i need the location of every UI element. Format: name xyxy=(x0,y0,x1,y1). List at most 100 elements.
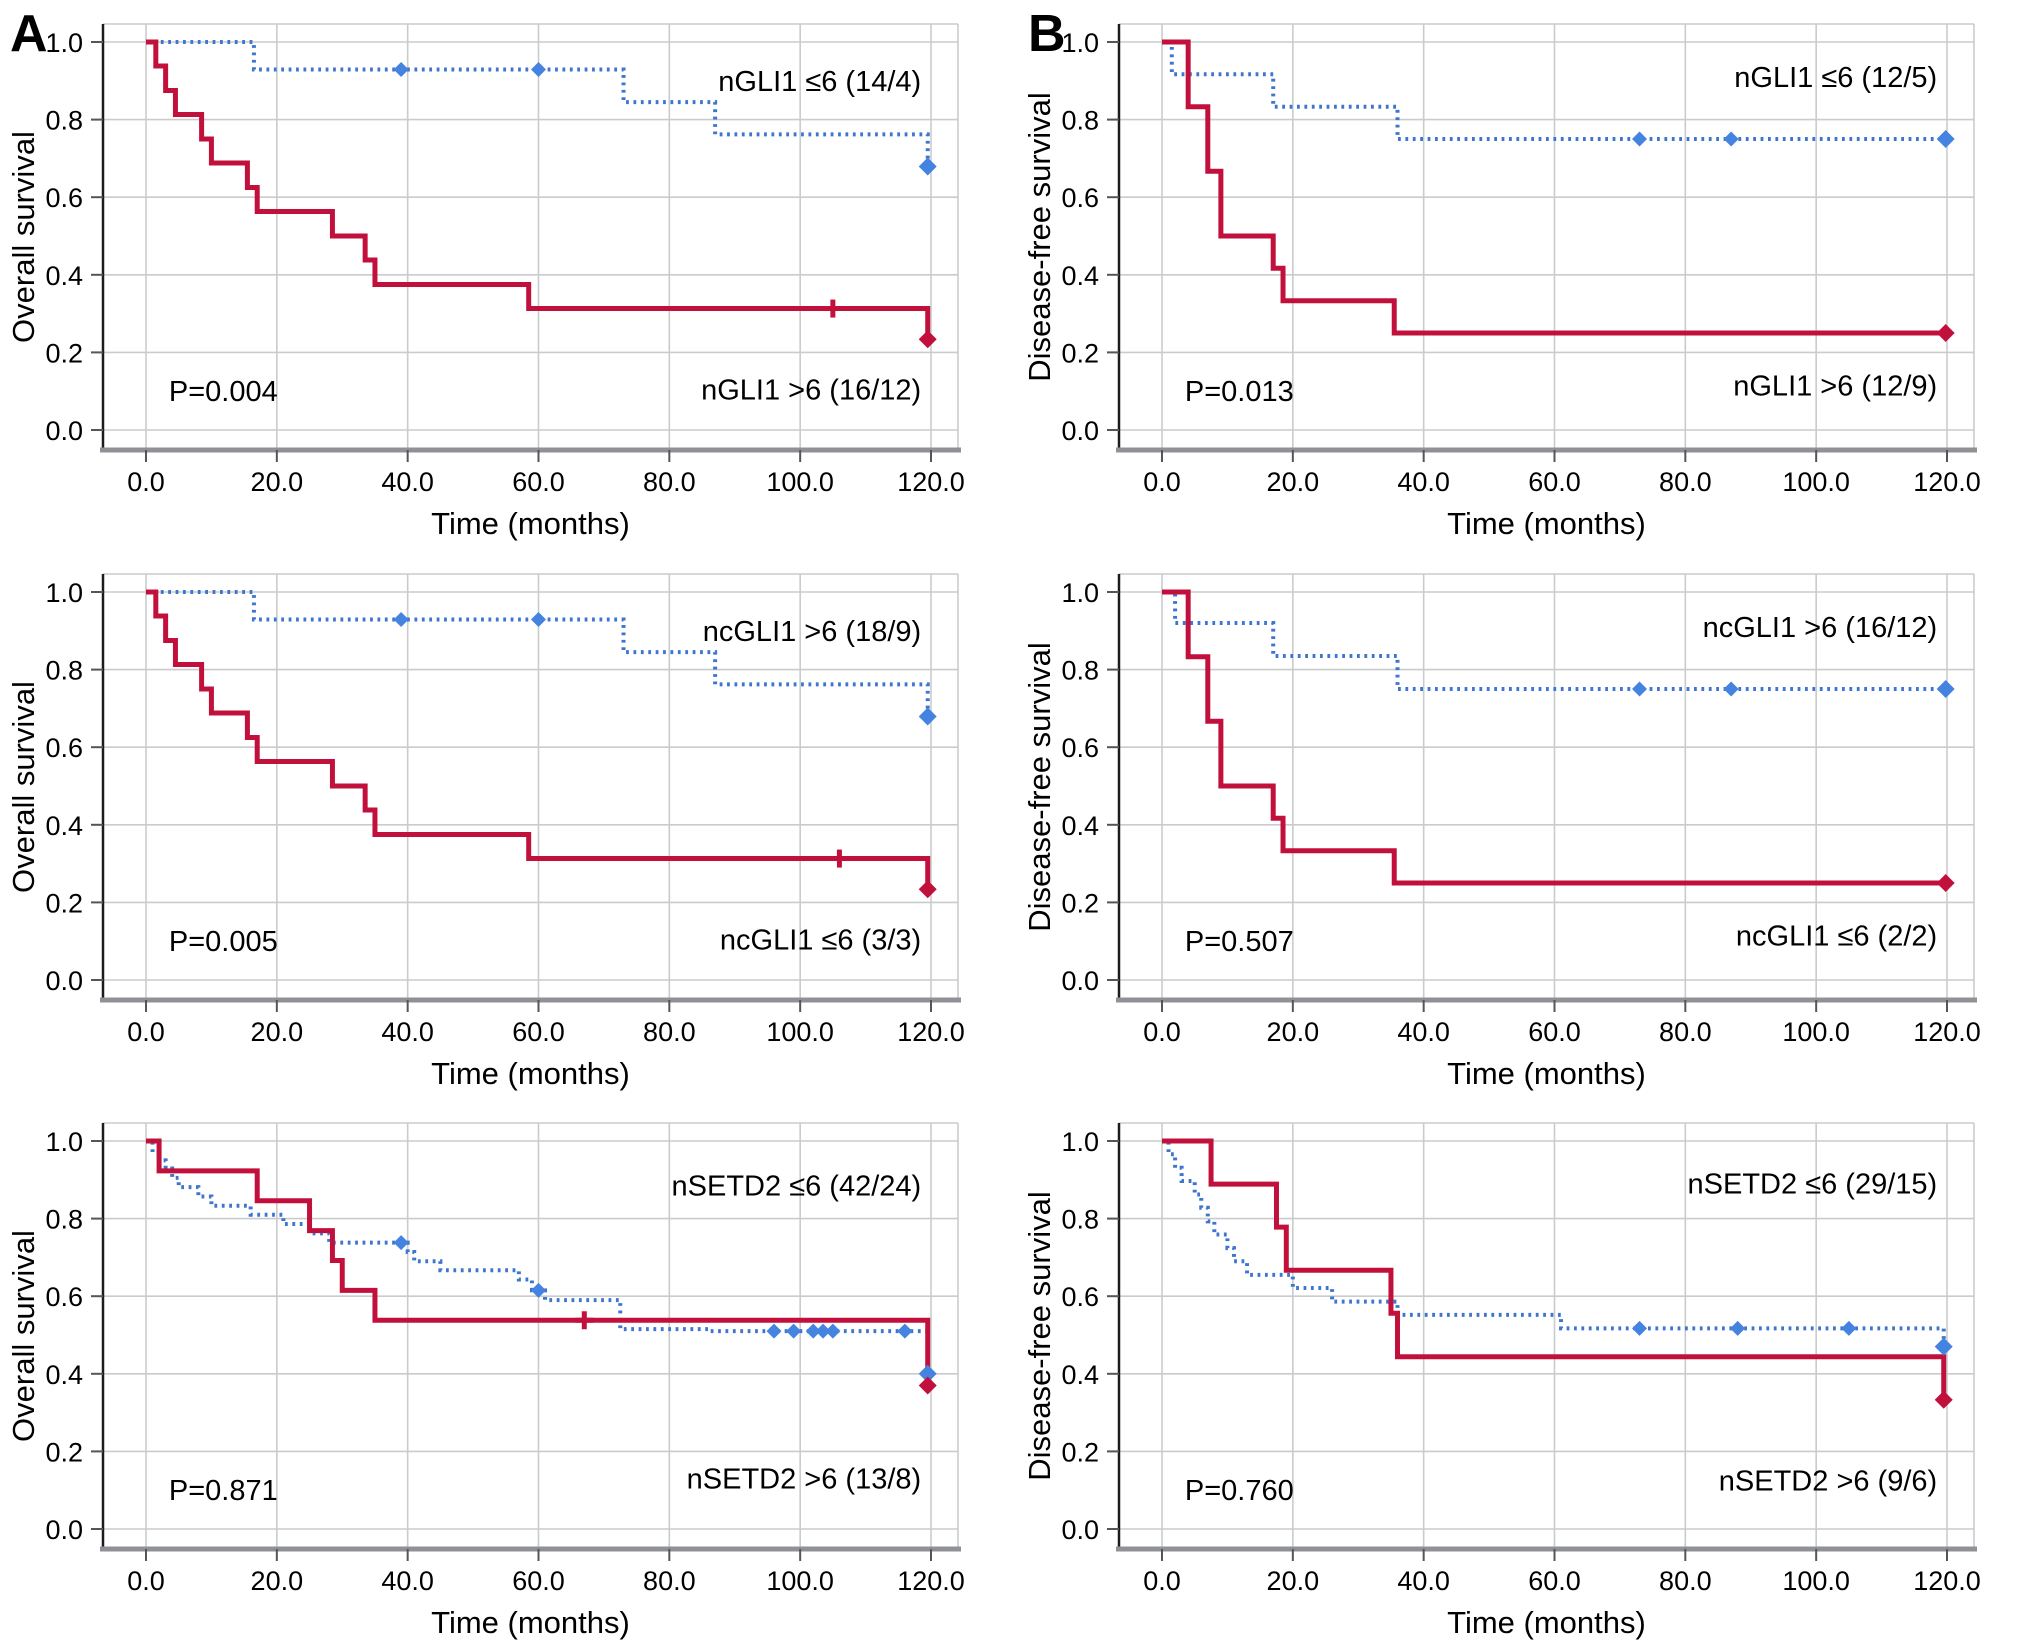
x-tick-label: 60.0 xyxy=(512,1566,565,1596)
x-tick-label: 80.0 xyxy=(643,467,696,497)
censor-diamond-marker xyxy=(825,1323,841,1339)
A3-series-1-label: nSETD2 >6 (13/8) xyxy=(687,1464,922,1496)
y-tick-label: 1.0 xyxy=(1061,28,1099,58)
y-tick-label: 0.0 xyxy=(45,416,83,446)
y-tick-label: 0.6 xyxy=(1061,183,1099,213)
end-censor-marker xyxy=(1936,680,1955,698)
B1-series-0-label: nGLI1 ≤6 (12/5) xyxy=(1734,62,1937,94)
A2-series-0-step-line xyxy=(146,590,930,717)
x-tick-label: 0.0 xyxy=(127,1017,165,1047)
p-value-label: P=0.004 xyxy=(169,376,278,408)
x-axis-title: Time (months) xyxy=(1447,1056,1646,1091)
B2-series-1-label: ncGLI1 ≤6 (2/2) xyxy=(1736,920,1937,952)
x-tick-label: 40.0 xyxy=(381,1017,434,1047)
A1-series-0-label: nGLI1 ≤6 (14/4) xyxy=(718,66,921,98)
A1-series-1-label: nGLI1 >6 (16/12) xyxy=(701,374,921,406)
x-tick-label: 80.0 xyxy=(643,1017,696,1047)
end-censor-marker xyxy=(918,707,937,726)
censor-diamond-marker xyxy=(786,1323,802,1339)
B1-series-0-step-line xyxy=(1162,40,1947,141)
censor-diamond-marker xyxy=(531,612,546,628)
censor-diamond-marker xyxy=(897,1323,913,1339)
x-tick-label: 100.0 xyxy=(766,467,834,497)
y-tick-label: 0.8 xyxy=(45,1205,83,1235)
censor-diamond-marker xyxy=(393,612,409,628)
censor-diamond-marker xyxy=(1841,1320,1857,1336)
x-tick-label: 60.0 xyxy=(512,467,565,497)
p-value-label: P=0.507 xyxy=(1185,926,1294,958)
x-tick-label: 60.0 xyxy=(512,1017,565,1047)
y-tick-label: 1.0 xyxy=(45,1127,83,1157)
censor-diamond-marker xyxy=(1730,1320,1746,1336)
censor-diamond-marker xyxy=(393,62,409,78)
x-tick-label: 120.0 xyxy=(897,1017,965,1047)
x-axis-title: Time (months) xyxy=(1447,506,1646,541)
y-tick-label: 0.2 xyxy=(1061,888,1099,918)
x-tick-label: 20.0 xyxy=(251,467,304,497)
y-tick-label: 0.2 xyxy=(45,1437,83,1467)
km-chart-b3-dfs-nsetd2: nSETD2 ≤6 (29/15) nSETD2 >6 (9/6) 0.0 20.0 4… xyxy=(1022,1122,1981,1640)
end-censor-marker xyxy=(1934,1390,1953,1409)
x-tick-label: 100.0 xyxy=(1782,1017,1850,1047)
y-tick-label: 1.0 xyxy=(1061,578,1099,608)
x-tick-label: 0.0 xyxy=(1143,1566,1181,1596)
censor-diamond-marker xyxy=(393,1235,409,1251)
x-tick-label: 0.0 xyxy=(127,467,165,497)
B3-series-0-step-line xyxy=(1162,1139,1946,1347)
y-tick-label: 0.4 xyxy=(45,1360,83,1390)
x-tick-label: 80.0 xyxy=(1659,1017,1712,1047)
km-chart-b1-dfs-ngli1: nGLI1 ≤6 (12/5) nGLI1 >6 (12/9) 0.0 20.0 40.… xyxy=(1022,23,1981,541)
censor-diamond-marker xyxy=(1723,681,1739,697)
x-tick-label: 120.0 xyxy=(1913,467,1981,497)
end-censor-marker xyxy=(1936,324,1955,342)
censor-diamond-marker xyxy=(531,1282,546,1298)
y-tick-label: 0.8 xyxy=(45,106,83,136)
y-tick-label: 0.4 xyxy=(1061,261,1099,291)
censor-diamond-marker xyxy=(1723,131,1739,147)
x-tick-label: 100.0 xyxy=(766,1017,834,1047)
B2-series-0-step-line xyxy=(1162,590,1947,691)
x-axis-title: Time (months) xyxy=(431,506,630,541)
x-tick-label: 20.0 xyxy=(1267,467,1320,497)
censor-diamond-marker xyxy=(1632,681,1648,697)
B2-series-0-label: ncGLI1 >6 (16/12) xyxy=(1703,612,1938,644)
A2-series-1-step-line xyxy=(146,589,931,890)
x-tick-label: 120.0 xyxy=(1913,1566,1981,1596)
x-tick-label: 0.0 xyxy=(1143,467,1181,497)
km-chart-a1-overall-survival-ngli1: nGLI1 ≤6 (14/4) nGLI1 >6 (16/12) 0.0 20.0 40… xyxy=(6,23,965,541)
x-tick-label: 20.0 xyxy=(251,1566,304,1596)
B1-series-1-step-line xyxy=(1162,39,1947,336)
y-tick-label: 0.6 xyxy=(1061,733,1099,763)
end-censor-marker xyxy=(918,1364,937,1383)
y-tick-label: 1.0 xyxy=(45,28,83,58)
x-axis-title: Time (months) xyxy=(431,1605,630,1640)
y-tick-label: 0.4 xyxy=(1061,1360,1099,1390)
x-tick-label: 40.0 xyxy=(1397,1566,1450,1596)
x-tick-label: 120.0 xyxy=(897,467,965,497)
x-tick-label: 20.0 xyxy=(251,1017,304,1047)
p-value-label: P=0.005 xyxy=(169,926,278,958)
x-tick-label: 80.0 xyxy=(1659,1566,1712,1596)
y-tick-label: 0.2 xyxy=(45,338,83,368)
end-censor-marker xyxy=(1934,1337,1953,1356)
y-tick-label: 0.6 xyxy=(45,1282,83,1312)
y-axis-title: Overall survival xyxy=(6,131,41,343)
x-tick-label: 0.0 xyxy=(127,1566,165,1596)
A3-series-1-step-line xyxy=(146,1138,931,1386)
x-tick-label: 40.0 xyxy=(381,1566,434,1596)
p-value-label: P=0.871 xyxy=(169,1475,278,1507)
x-tick-label: 100.0 xyxy=(1782,467,1850,497)
y-axis-title: Overall survival xyxy=(6,1230,41,1442)
y-tick-label: 0.6 xyxy=(1061,1282,1099,1312)
y-tick-label: 0.8 xyxy=(1061,106,1099,136)
B1-series-1-label: nGLI1 >6 (12/9) xyxy=(1733,370,1937,402)
A1-series-0-step-line xyxy=(146,40,930,167)
censor-diamond-marker xyxy=(815,1323,831,1339)
y-tick-label: 0.0 xyxy=(1061,1515,1099,1545)
x-tick-label: 60.0 xyxy=(1528,467,1581,497)
censor-diamond-marker xyxy=(1632,131,1648,147)
y-tick-label: 0.0 xyxy=(1061,416,1099,446)
panel-label-a: A xyxy=(10,5,48,63)
y-axis-title: Disease-free survival xyxy=(1022,1191,1057,1480)
y-tick-label: 1.0 xyxy=(1061,1127,1099,1157)
